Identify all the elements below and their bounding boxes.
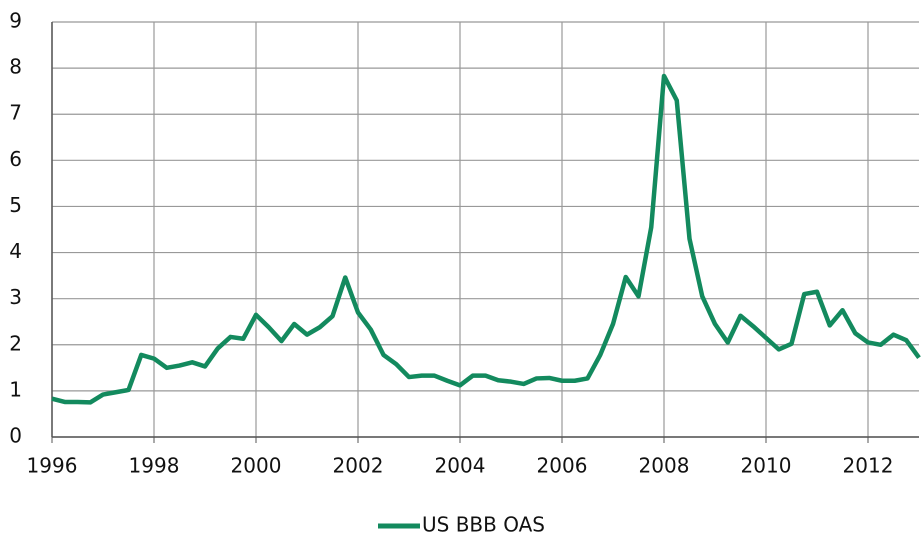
x-tick-label: 2004 — [435, 454, 486, 478]
x-tick-label: 2002 — [333, 454, 384, 478]
y-tick-label: 9 — [9, 9, 22, 33]
y-tick-label: 0 — [9, 424, 22, 448]
x-tick-label: 2000 — [231, 454, 282, 478]
x-tick-label: 2008 — [639, 454, 690, 478]
legend-label: US BBB OAS — [422, 513, 545, 537]
x-tick-label: 2006 — [537, 454, 588, 478]
x-tick-label: 1996 — [27, 454, 78, 478]
y-tick-label: 2 — [9, 331, 22, 355]
y-tick-label: 6 — [9, 147, 22, 171]
y-tick-label: 7 — [9, 101, 22, 125]
x-tick-label: 1998 — [129, 454, 180, 478]
x-tick-label: 2010 — [741, 454, 792, 478]
y-tick-label: 1 — [9, 377, 22, 401]
y-tick-label: 3 — [9, 285, 22, 309]
y-tick-label: 5 — [9, 193, 22, 217]
x-tick-label: 2012 — [843, 454, 894, 478]
y-tick-label: 4 — [9, 239, 22, 263]
line-series — [51, 73, 921, 405]
y-tick-label: 8 — [9, 55, 22, 79]
